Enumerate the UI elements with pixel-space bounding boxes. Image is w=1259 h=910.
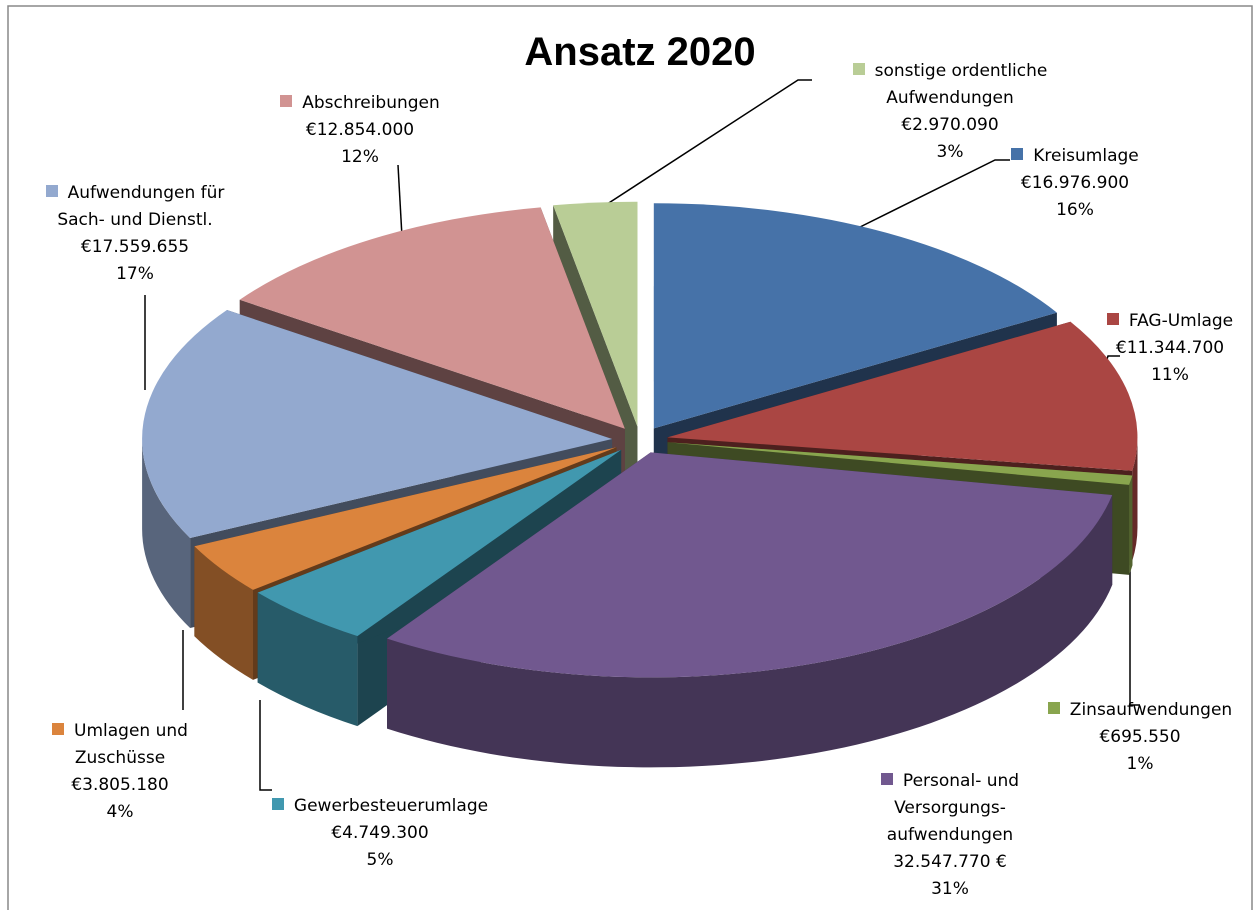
- legend-entry: Kreisumlage: [990, 143, 1160, 170]
- data-label: Kreisumlage €16.976.900 16%: [990, 143, 1160, 224]
- value-label: €12.854.000: [305, 120, 415, 140]
- legend-swatch: [880, 773, 893, 785]
- percent-label: 4%: [106, 802, 134, 822]
- slice-side: [257, 592, 358, 727]
- category-label: sonstige ordentliche Aufwendungen: [874, 61, 1048, 108]
- percent-label: 11%: [1151, 365, 1189, 385]
- legend-swatch: [271, 798, 284, 810]
- legend-swatch: [1047, 702, 1060, 714]
- legend-entry: Aufwendungen für Sach- und Dienstl.: [20, 180, 250, 234]
- slice-side: [142, 439, 191, 628]
- data-label: Zinsaufwendungen €695.550 1%: [1020, 697, 1259, 778]
- value-label: €17.559.655: [80, 237, 190, 257]
- slice: [553, 201, 638, 427]
- category-label: Personal- und Versorgungs-aufwendungen: [886, 771, 1020, 845]
- value-label: €3.805.180: [71, 775, 169, 795]
- value-label: 32.547.770 €: [893, 852, 1007, 872]
- legend-swatch: [280, 95, 293, 107]
- legend-swatch: [1106, 313, 1119, 325]
- percent-label: 12%: [341, 147, 379, 167]
- value-label: €695.550: [1099, 727, 1181, 747]
- legend-entry: sonstige ordentliche Aufwendungen: [830, 58, 1070, 112]
- legend-swatch: [852, 63, 865, 75]
- value-label: €2.970.090: [901, 115, 999, 135]
- slice: [257, 449, 622, 637]
- legend-entry: Zinsaufwendungen: [1020, 697, 1259, 724]
- leader-line: [259, 700, 272, 791]
- slice: [239, 207, 625, 429]
- percent-label: 31%: [931, 879, 969, 899]
- leader-line: [597, 79, 812, 211]
- data-label: Umlagen und Zuschüsse €3.805.180 4%: [45, 718, 195, 826]
- legend-entry: Umlagen und Zuschüsse: [45, 718, 195, 772]
- value-label: €11.344.700: [1115, 338, 1225, 358]
- leader-lines: [144, 79, 1140, 791]
- percent-label: 3%: [936, 142, 964, 162]
- value-label: €16.976.900: [1020, 173, 1130, 193]
- data-label: sonstige ordentliche Aufwendungen €2.970.…: [830, 58, 1070, 166]
- data-label: Abschreibungen €12.854.000 12%: [260, 90, 460, 171]
- leader-line: [1129, 540, 1140, 706]
- percent-label: 17%: [116, 264, 154, 284]
- legend-entry: Personal- und Versorgungs-aufwendungen: [860, 768, 1040, 849]
- legend-swatch: [52, 723, 65, 735]
- data-label: Personal- und Versorgungs-aufwendungen 32…: [860, 768, 1040, 903]
- legend-swatch: [1011, 148, 1024, 160]
- frame: [7, 5, 1253, 910]
- legend-entry: Abschreibungen: [260, 90, 460, 117]
- category-label: Zinsaufwendungen: [1069, 700, 1233, 720]
- slice-side: [387, 495, 1113, 768]
- category-label: Abschreibungen: [302, 93, 440, 113]
- legend-swatch: [45, 185, 58, 197]
- data-label: Gewerbesteuerumlage €4.749.300 5%: [245, 793, 515, 874]
- slice: [387, 452, 1113, 678]
- category-label: FAG-Umlage: [1128, 311, 1234, 331]
- chart-title: Ansatz 2020: [524, 30, 756, 74]
- legend-entry: FAG-Umlage: [1085, 308, 1255, 335]
- category-label: Kreisumlage: [1033, 146, 1139, 166]
- leader-line: [397, 164, 403, 238]
- slice: [194, 447, 617, 590]
- slice-side: [194, 546, 253, 680]
- slice: [667, 442, 1133, 485]
- category-label: Aufwendungen für Sach- und Dienstl.: [57, 183, 225, 230]
- percent-label: 16%: [1056, 200, 1094, 220]
- slice-side: [1129, 475, 1133, 575]
- data-label: FAG-Umlage €11.344.700 11%: [1085, 308, 1255, 389]
- slice: [667, 321, 1138, 471]
- category-label: Gewerbesteuerumlage: [293, 796, 489, 816]
- slice: [653, 203, 1057, 429]
- percent-label: 1%: [1126, 754, 1154, 774]
- leader-line: [849, 159, 1010, 233]
- value-label: €4.749.300: [331, 823, 429, 843]
- slice-side: [1132, 437, 1138, 561]
- category-label: Umlagen und Zuschüsse: [74, 721, 188, 768]
- data-label: Aufwendungen für Sach- und Dienstl. €17.5…: [20, 180, 250, 288]
- legend-entry: Gewerbesteuerumlage: [245, 793, 515, 820]
- percent-label: 5%: [366, 850, 394, 870]
- slice: [142, 310, 613, 538]
